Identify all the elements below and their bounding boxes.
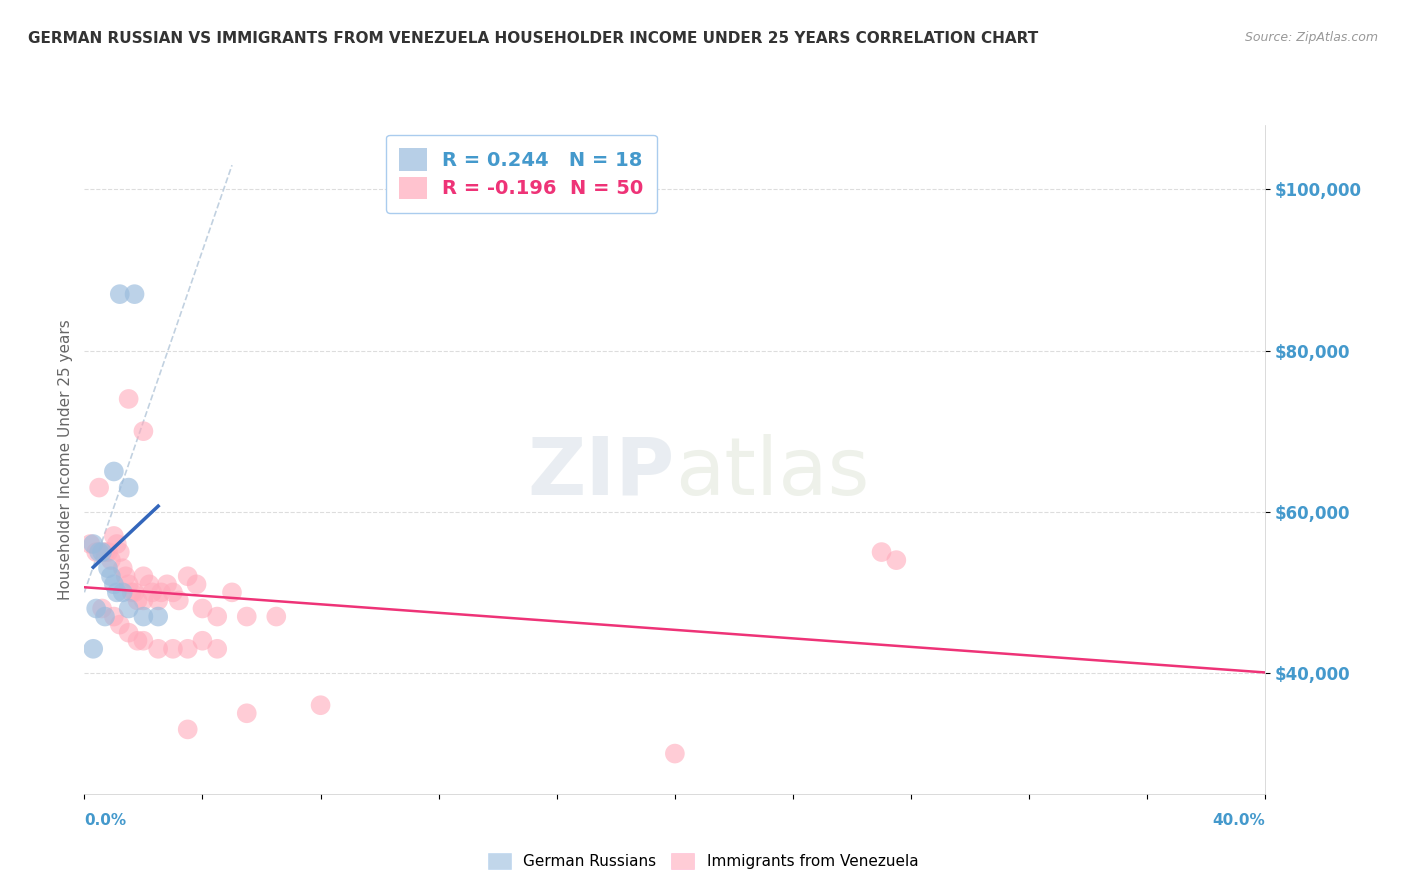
Point (150, 585, 173, 599)
Point (108, 617, 131, 632)
Point (664, 747, 686, 761)
Point (132, 424, 155, 438)
Point (87, 545, 111, 559)
Point (108, 287, 131, 301)
Point (177, 569, 200, 583)
Point (148, 641, 170, 656)
Point (118, 481, 141, 495)
Point (309, 698, 332, 713)
Point (138, 577, 160, 591)
Point (114, 569, 136, 583)
Point (177, 723, 200, 737)
Point (124, 287, 146, 301)
Point (82, 537, 104, 551)
Point (162, 641, 184, 656)
Point (87, 481, 111, 495)
Point (118, 625, 141, 640)
Point (118, 577, 141, 591)
Point (156, 577, 179, 591)
Point (191, 601, 214, 615)
Point (121, 585, 143, 599)
Point (91, 601, 114, 615)
Text: 40.0%: 40.0% (1212, 814, 1265, 828)
Point (235, 609, 259, 624)
Text: GERMAN RUSSIAN VS IMMIGRANTS FROM VENEZUELA HOUSEHOLDER INCOME UNDER 25 YEARS CO: GERMAN RUSSIAN VS IMMIGRANTS FROM VENEZU… (28, 31, 1039, 46)
Point (148, 593, 170, 607)
Point (91, 545, 114, 559)
Point (886, 553, 908, 567)
Point (84, 601, 107, 615)
Point (221, 585, 243, 599)
Point (205, 609, 228, 624)
Point (870, 545, 893, 559)
Point (205, 641, 228, 656)
Point (100, 553, 122, 567)
Point (141, 585, 163, 599)
Point (132, 593, 155, 607)
Point (186, 577, 208, 591)
Point (103, 577, 125, 591)
Point (118, 601, 141, 615)
Point (167, 593, 190, 607)
Point (162, 585, 184, 599)
Point (79, 537, 101, 551)
Point (82, 641, 104, 656)
Point (103, 609, 125, 624)
Point (191, 633, 214, 648)
Point (235, 706, 259, 721)
Point (111, 585, 134, 599)
Point (148, 609, 170, 624)
Point (84, 545, 107, 559)
Text: Source: ZipAtlas.com: Source: ZipAtlas.com (1244, 31, 1378, 45)
Y-axis label: Householder Income Under 25 years: Householder Income Under 25 years (58, 319, 73, 599)
Point (132, 609, 155, 624)
Point (177, 641, 200, 656)
Point (103, 465, 125, 479)
Point (105, 537, 128, 551)
Point (132, 569, 155, 583)
Point (264, 609, 288, 624)
Point (127, 633, 149, 648)
Point (103, 529, 125, 543)
Point (100, 569, 122, 583)
Point (108, 545, 131, 559)
Text: atlas: atlas (675, 434, 869, 512)
Point (94, 609, 117, 624)
Legend: R = 0.244   N = 18, R = -0.196  N = 50: R = 0.244 N = 18, R = -0.196 N = 50 (385, 135, 657, 212)
Point (97, 545, 120, 559)
Text: 0.0%: 0.0% (84, 814, 127, 828)
Legend: German Russians, Immigrants from Venezuela: German Russians, Immigrants from Venezue… (482, 847, 924, 875)
Point (127, 593, 149, 607)
Text: ZIP: ZIP (527, 434, 675, 512)
Point (124, 585, 146, 599)
Point (111, 561, 134, 575)
Point (105, 585, 128, 599)
Point (132, 633, 155, 648)
Point (94, 545, 117, 559)
Point (118, 392, 141, 406)
Point (97, 561, 120, 575)
